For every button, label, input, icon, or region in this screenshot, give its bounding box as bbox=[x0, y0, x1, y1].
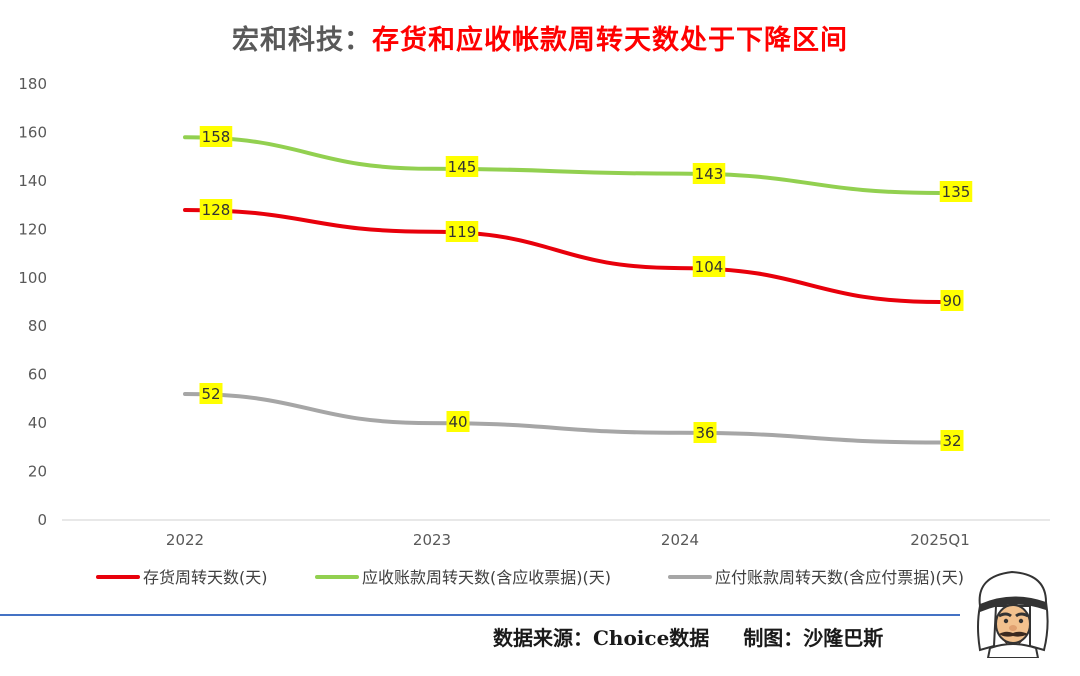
data-label-background bbox=[940, 430, 964, 451]
chart-title: 宏和科技：存货和应收帐款周转天数处于下降区间 bbox=[0, 18, 1080, 57]
y-tick-label: 0 bbox=[37, 511, 47, 529]
legend-label: 应收账款周转天数(含应收票据)(天) bbox=[362, 568, 611, 587]
data-label: 145 bbox=[448, 158, 477, 176]
y-tick-label: 120 bbox=[18, 220, 47, 238]
data-label-background bbox=[446, 411, 470, 432]
y-tick-label: 100 bbox=[18, 269, 47, 287]
x-tick-label: 2025Q1 bbox=[910, 531, 970, 549]
data-label-background bbox=[445, 156, 479, 177]
data-label: 52 bbox=[201, 385, 220, 403]
data-label-background bbox=[939, 181, 973, 202]
y-tick-label: 80 bbox=[28, 317, 47, 335]
legend-label: 存货周转天数(天) bbox=[143, 568, 268, 587]
data-label: 158 bbox=[202, 128, 231, 146]
data-source-text: 数据来源：Choice数据 bbox=[493, 626, 710, 650]
data-label: 135 bbox=[942, 183, 971, 201]
author-credit-text: 制图：沙隆巴斯 bbox=[743, 626, 884, 650]
data-label-background bbox=[692, 163, 726, 184]
y-tick-label: 160 bbox=[18, 123, 47, 141]
y-tick-label: 180 bbox=[18, 75, 47, 93]
y-tick-label: 20 bbox=[28, 463, 47, 481]
data-label: 128 bbox=[202, 201, 231, 219]
series-line bbox=[183, 135, 942, 195]
data-label-background bbox=[199, 126, 233, 147]
line-chart: 0 20 40 60 80 100 120 140 160 180 2022 2023 2024 2025… bbox=[18, 75, 1050, 587]
data-label-background bbox=[693, 422, 717, 443]
data-label-background bbox=[445, 221, 479, 242]
data-label: 40 bbox=[448, 413, 467, 431]
data-label-background bbox=[199, 383, 223, 404]
x-tick-label: 2022 bbox=[166, 531, 204, 549]
y-tick-label: 60 bbox=[28, 366, 47, 384]
data-label: 90 bbox=[942, 292, 961, 310]
chart-title-company: 宏和科技： bbox=[232, 25, 372, 56]
legend-label: 应付账款周转天数(含应付票据)(天) bbox=[715, 568, 964, 587]
series-line bbox=[183, 207, 942, 304]
data-label-background bbox=[199, 199, 233, 220]
data-label: 143 bbox=[695, 165, 724, 183]
chart-title-headline: 存货和应收帐款周转天数处于下降区间 bbox=[372, 25, 848, 56]
data-label: 119 bbox=[448, 223, 477, 241]
footer-credits: 数据来源：Choice数据 制图：沙隆巴斯 bbox=[493, 622, 883, 651]
x-tick-label: 2023 bbox=[413, 531, 451, 549]
series-line bbox=[183, 392, 942, 445]
y-tick-label: 40 bbox=[28, 414, 47, 432]
data-label: 36 bbox=[695, 424, 714, 442]
data-label: 32 bbox=[942, 432, 961, 450]
footer-divider bbox=[0, 614, 960, 616]
data-label: 104 bbox=[695, 258, 724, 276]
data-label-background bbox=[940, 290, 964, 311]
y-tick-label: 140 bbox=[18, 172, 47, 190]
x-tick-label: 2024 bbox=[661, 531, 699, 549]
data-label-background bbox=[692, 256, 726, 277]
cartoon-arab-man-avatar-icon bbox=[977, 570, 1049, 658]
